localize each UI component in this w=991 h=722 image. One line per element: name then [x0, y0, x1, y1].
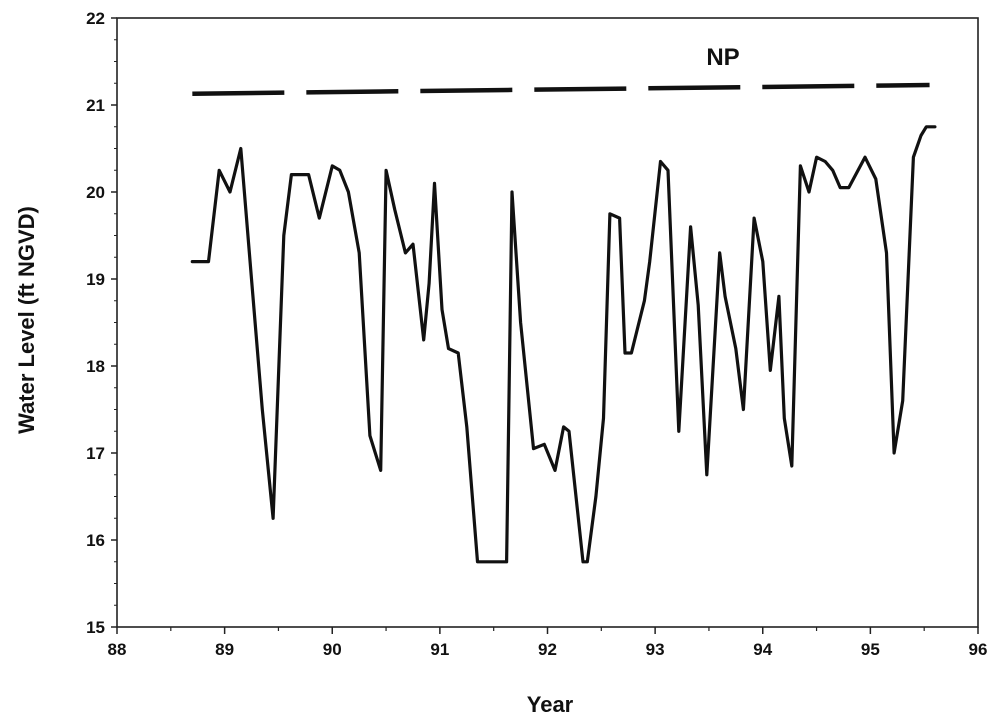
y-axis-title: Water Level (ft NGVD)	[14, 206, 39, 434]
plot-frame	[116, 17, 979, 628]
y-tick-label: 16	[86, 531, 105, 550]
x-tick-label: 88	[108, 640, 127, 659]
axes	[116, 17, 979, 628]
y-tick-label: 17	[86, 444, 105, 463]
x-axis-title: Year	[527, 692, 574, 717]
series-group	[190, 125, 937, 564]
x-axis: 88 89 90 91 92 93 94 95 96	[108, 627, 988, 659]
y-tick-label: 21	[86, 96, 105, 115]
x-tick-label: 90	[323, 640, 342, 659]
x-tick-label: 93	[646, 640, 665, 659]
x-tick-label: 96	[969, 640, 988, 659]
np-annotation: NP	[706, 44, 739, 71]
np-reference-line	[192, 82, 930, 96]
y-tick-label: 22	[86, 9, 105, 28]
y-axis: 15 16 17 18 19 20 21 22	[86, 9, 117, 637]
y-tick-label: 20	[86, 183, 105, 202]
x-tick-label: 89	[215, 640, 234, 659]
x-tick-label: 91	[430, 640, 449, 659]
y-tick-label: 19	[86, 270, 105, 289]
y-tick-label: 15	[86, 618, 105, 637]
x-tick-label: 94	[753, 640, 772, 659]
water-level-series-line	[190, 125, 937, 564]
x-tick-label: 95	[861, 640, 880, 659]
reference-line-group	[192, 82, 930, 96]
y-tick-label: 18	[86, 357, 105, 376]
x-tick-label: 92	[538, 640, 557, 659]
